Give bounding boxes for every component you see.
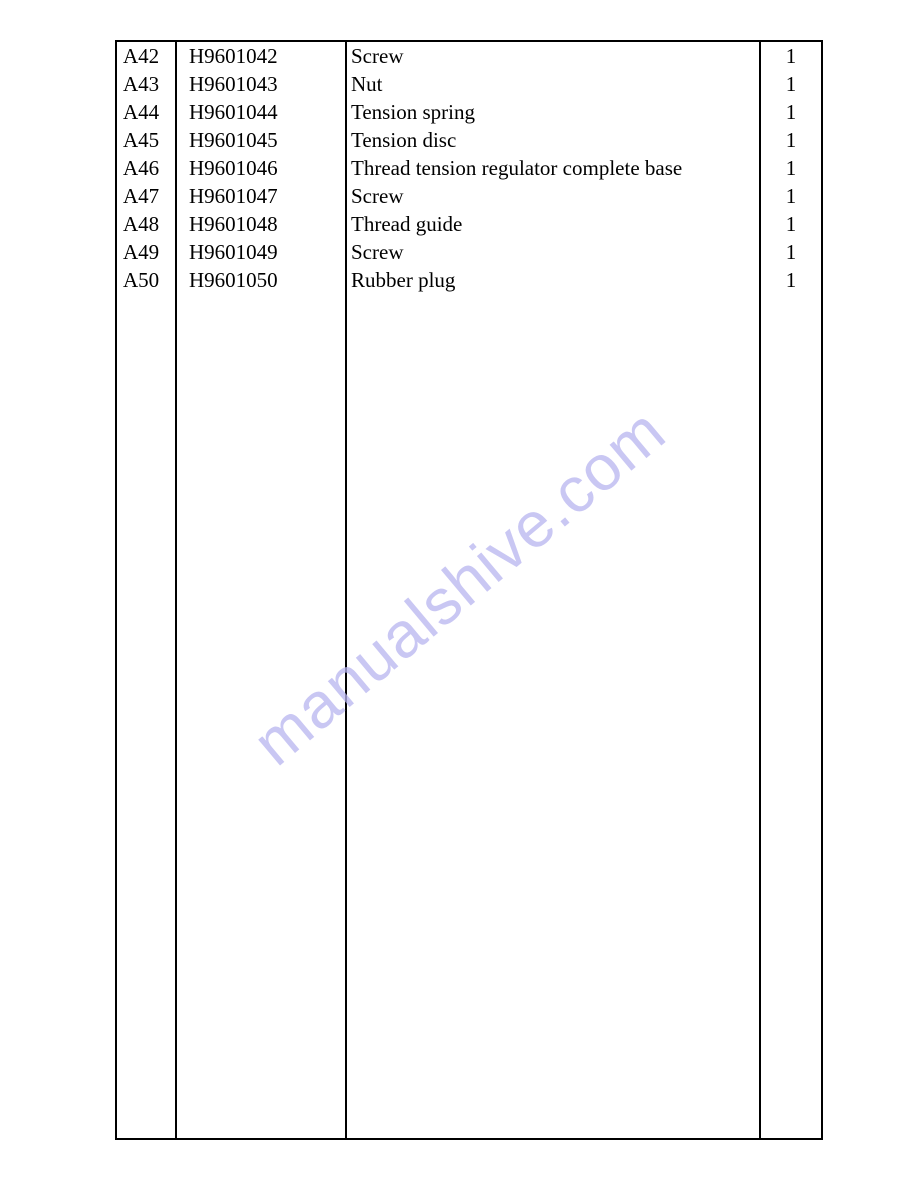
cell-part-number: H9601046 [177, 154, 347, 182]
cell-part-number: H9601045 [177, 126, 347, 154]
empty-col [761, 294, 821, 1138]
table-row: A43 H9601043 Nut 1 [117, 70, 821, 98]
cell-qty: 1 [761, 182, 821, 210]
cell-description: Thread tension regulator complete base [347, 154, 761, 182]
cell-description: Rubber plug [347, 266, 761, 294]
parts-table: A42 H9601042 Screw 1 A43 H9601043 Nut 1 … [115, 40, 823, 1140]
table-row: A45 H9601045 Tension disc 1 [117, 126, 821, 154]
cell-part-number: H9601047 [177, 182, 347, 210]
cell-qty: 1 [761, 238, 821, 266]
table-row: A46 H9601046 Thread tension regulator co… [117, 154, 821, 182]
empty-col [117, 294, 177, 1138]
cell-qty: 1 [761, 98, 821, 126]
cell-qty: 1 [761, 210, 821, 238]
cell-description: Screw [347, 42, 761, 70]
table-row: A48 H9601048 Thread guide 1 [117, 210, 821, 238]
table-row: A42 H9601042 Screw 1 [117, 42, 821, 70]
cell-ref: A45 [117, 126, 177, 154]
cell-ref: A48 [117, 210, 177, 238]
cell-qty: 1 [761, 70, 821, 98]
table-row: A44 H9601044 Tension spring 1 [117, 98, 821, 126]
cell-ref: A50 [117, 266, 177, 294]
cell-ref: A47 [117, 182, 177, 210]
cell-part-number: H9601050 [177, 266, 347, 294]
empty-col [347, 294, 761, 1138]
table-row: A50 H9601050 Rubber plug 1 [117, 266, 821, 294]
cell-part-number: H9601043 [177, 70, 347, 98]
empty-table-area [117, 294, 821, 1138]
cell-description: Screw [347, 238, 761, 266]
cell-qty: 1 [761, 42, 821, 70]
cell-part-number: H9601049 [177, 238, 347, 266]
cell-part-number: H9601048 [177, 210, 347, 238]
cell-part-number: H9601042 [177, 42, 347, 70]
cell-qty: 1 [761, 266, 821, 294]
cell-ref: A42 [117, 42, 177, 70]
cell-part-number: H9601044 [177, 98, 347, 126]
cell-ref: A43 [117, 70, 177, 98]
table-inner: A42 H9601042 Screw 1 A43 H9601043 Nut 1 … [117, 42, 821, 1138]
cell-ref: A49 [117, 238, 177, 266]
cell-description: Thread guide [347, 210, 761, 238]
cell-description: Screw [347, 182, 761, 210]
cell-description: Nut [347, 70, 761, 98]
cell-ref: A44 [117, 98, 177, 126]
empty-col [177, 294, 347, 1138]
cell-description: Tension disc [347, 126, 761, 154]
table-row: A49 H9601049 Screw 1 [117, 238, 821, 266]
table-row: A47 H9601047 Screw 1 [117, 182, 821, 210]
cell-qty: 1 [761, 154, 821, 182]
cell-ref: A46 [117, 154, 177, 182]
cell-description: Tension spring [347, 98, 761, 126]
cell-qty: 1 [761, 126, 821, 154]
